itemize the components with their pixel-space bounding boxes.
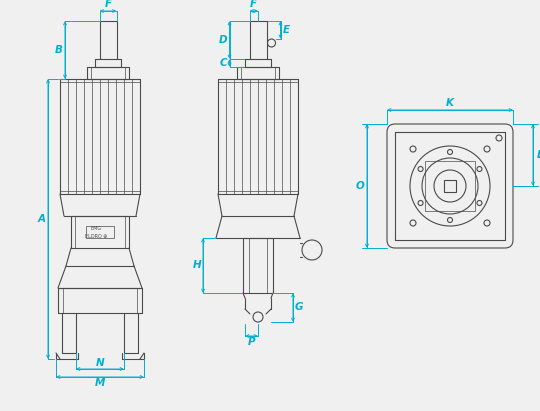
Text: C: C [220, 58, 227, 68]
Text: F: F [104, 0, 112, 9]
Text: E: E [283, 25, 290, 35]
Text: M: M [95, 378, 105, 388]
Text: ELDRO ⊕: ELDRO ⊕ [85, 233, 107, 238]
Text: K: K [446, 98, 454, 108]
Text: A: A [38, 214, 46, 224]
Text: H: H [193, 261, 201, 270]
Text: N: N [96, 358, 104, 368]
Text: O: O [355, 181, 364, 191]
Text: G: G [295, 302, 303, 312]
Text: D: D [219, 35, 228, 45]
Bar [444, 180, 456, 192]
Text: B: B [55, 45, 63, 55]
Text: EMG: EMG [90, 226, 102, 231]
Text: L: L [537, 150, 540, 160]
Bar [425, 161, 475, 211]
Bar [86, 226, 114, 238]
Text: F: F [250, 0, 258, 9]
Text: P: P [248, 337, 255, 347]
